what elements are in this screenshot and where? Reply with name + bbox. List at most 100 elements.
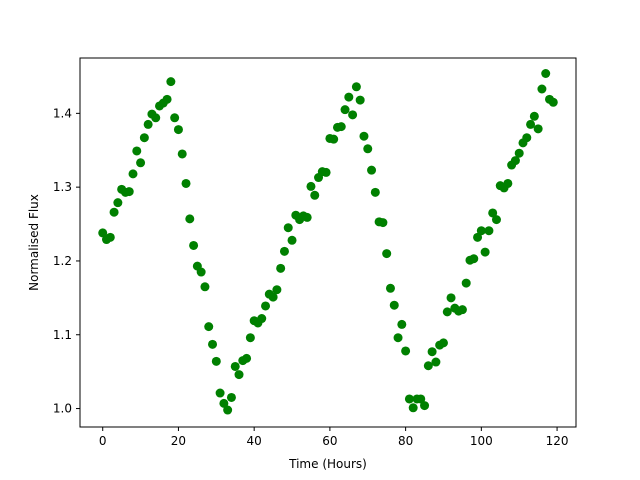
y-tick-label: 1.3 — [53, 180, 72, 194]
data-point — [461, 278, 471, 288]
data-point — [423, 361, 433, 371]
data-point — [548, 97, 558, 107]
y-tick-label: 1.1 — [53, 328, 72, 342]
data-point — [208, 339, 218, 349]
data-point — [268, 292, 278, 302]
data-point — [378, 218, 388, 228]
data-point — [181, 178, 191, 188]
data-point — [446, 293, 456, 303]
data-point — [177, 149, 187, 159]
data-point — [98, 228, 108, 238]
data-point — [438, 338, 448, 348]
data-point — [234, 370, 244, 380]
x-axis-label: Time (Hours) — [288, 457, 367, 471]
data-point — [143, 119, 153, 129]
data-point — [189, 240, 199, 250]
data-point — [223, 405, 233, 415]
data-point — [329, 134, 339, 144]
y-tick-label: 1.2 — [53, 254, 72, 268]
data-point — [404, 394, 414, 404]
data-point — [170, 113, 180, 123]
data-point — [173, 125, 183, 135]
data-point — [113, 198, 123, 208]
data-point — [401, 346, 411, 356]
data-point — [382, 249, 392, 259]
data-point — [541, 69, 551, 78]
data-point — [196, 267, 206, 277]
data-points — [98, 69, 558, 415]
x-tick-label: 40 — [247, 434, 262, 448]
x-axis-ticks: 0 20 40 60 80 100 120 — [99, 427, 569, 448]
data-point — [480, 247, 490, 257]
data-point — [537, 84, 547, 94]
data-point — [128, 169, 138, 179]
data-point — [363, 144, 373, 154]
data-point — [162, 94, 172, 104]
data-point — [185, 214, 195, 224]
data-point — [166, 77, 176, 87]
data-point — [522, 133, 532, 143]
data-point — [219, 398, 229, 408]
data-point — [310, 190, 320, 200]
data-point — [132, 146, 142, 156]
data-point — [408, 403, 418, 413]
data-point — [526, 119, 536, 129]
data-point — [348, 110, 358, 120]
x-tick-label: 120 — [546, 434, 569, 448]
data-point — [261, 301, 271, 311]
data-point — [389, 300, 399, 310]
data-point — [321, 167, 331, 177]
data-point — [124, 187, 134, 197]
data-point — [533, 124, 543, 134]
data-point — [245, 333, 255, 343]
data-point — [355, 95, 365, 105]
data-point — [420, 401, 430, 411]
data-point — [427, 347, 437, 357]
data-point — [442, 307, 452, 317]
data-point — [279, 246, 289, 256]
data-point — [200, 282, 210, 292]
data-point — [283, 223, 293, 233]
y-axis-label: Normalised Flux — [27, 194, 41, 291]
data-point — [336, 122, 346, 132]
data-point — [385, 283, 395, 293]
plot-frame — [79, 57, 577, 428]
data-point — [105, 232, 115, 242]
data-point — [510, 156, 520, 166]
data-point — [484, 226, 494, 236]
data-point — [211, 356, 221, 366]
data-point — [276, 263, 286, 273]
data-point — [151, 113, 161, 123]
data-point — [139, 133, 149, 143]
x-tick-label: 0 — [99, 434, 107, 448]
data-point — [351, 82, 361, 92]
x-tick-label: 20 — [171, 434, 186, 448]
data-point — [431, 357, 441, 367]
data-point — [393, 333, 403, 343]
data-point — [488, 208, 498, 218]
x-tick-label: 80 — [398, 434, 413, 448]
data-point — [136, 158, 146, 168]
data-point — [272, 285, 282, 295]
y-tick-label: 1.4 — [53, 106, 72, 120]
data-point — [503, 178, 513, 188]
data-point — [340, 105, 350, 115]
data-point — [469, 254, 479, 264]
x-tick-label: 100 — [470, 434, 493, 448]
data-point — [257, 314, 267, 324]
data-point — [514, 148, 524, 158]
data-point — [416, 394, 426, 404]
data-point — [226, 392, 236, 402]
data-point — [473, 232, 483, 242]
data-point — [215, 388, 225, 398]
data-point — [476, 226, 486, 236]
y-axis-ticks: 1.0 1.1 1.2 1.3 1.4 — [53, 106, 80, 416]
data-point — [367, 165, 377, 175]
data-point — [204, 322, 214, 332]
data-point — [242, 353, 252, 363]
data-point — [359, 131, 369, 141]
data-point — [529, 111, 539, 121]
data-point — [491, 215, 501, 225]
y-tick-label: 1.0 — [53, 402, 72, 416]
